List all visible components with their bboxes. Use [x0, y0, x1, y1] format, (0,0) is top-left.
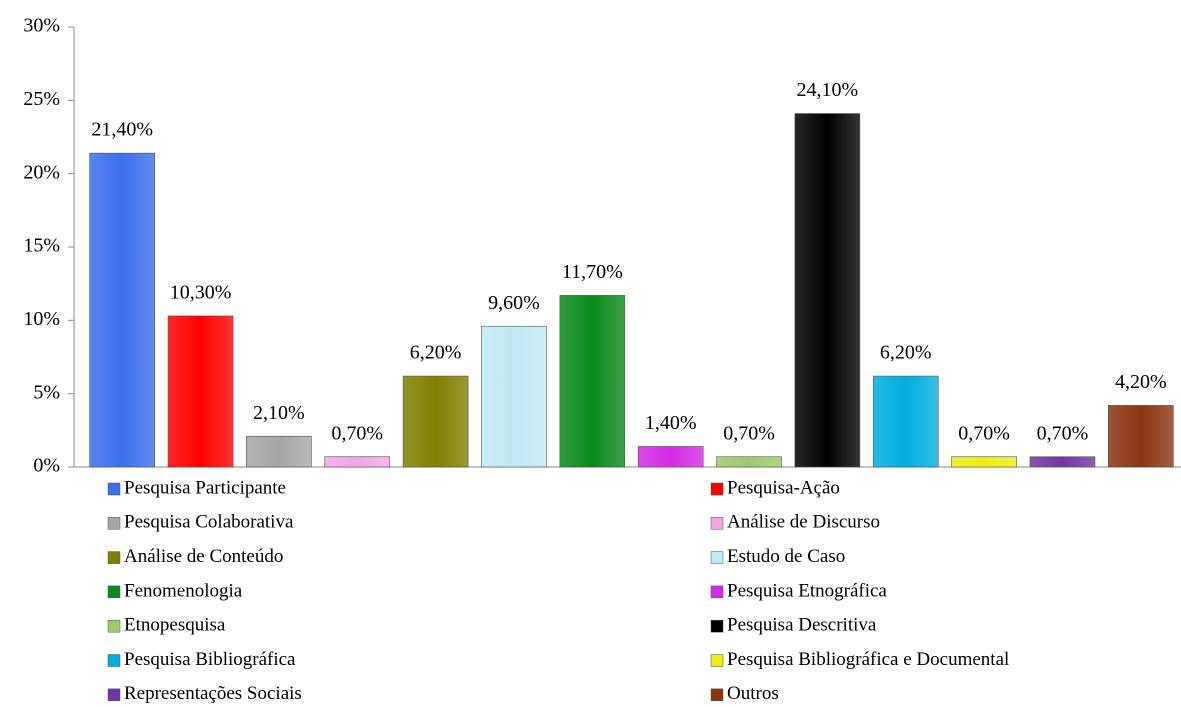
legend-swatch — [107, 517, 121, 530]
value-label: 24,10% — [797, 79, 859, 101]
legend-swatch — [710, 585, 724, 599]
value-label: 0,70% — [1037, 422, 1089, 444]
value-label: 0,70% — [723, 422, 775, 444]
bar — [89, 152, 155, 468]
legend-label: Pesquisa Etnográfica — [727, 580, 887, 601]
legend-swatch — [107, 688, 121, 702]
legend-swatch — [710, 482, 724, 496]
legend-swatch — [710, 688, 724, 702]
y-tick-label: 15% — [23, 235, 60, 257]
y-tick-label: 25% — [23, 88, 60, 110]
legend-swatch — [107, 482, 121, 496]
legend-swatch — [107, 585, 121, 599]
bar — [324, 456, 391, 468]
legend-swatch — [107, 619, 121, 633]
bar — [481, 325, 547, 468]
legend-swatch — [710, 551, 724, 564]
legend-label: Representações Sociais — [124, 683, 302, 704]
legend-label: Pesquisa Bibliográfica e Documental — [727, 649, 1009, 670]
value-label: 11,70% — [562, 261, 623, 283]
legend-label: Pesquisa-Ação — [727, 477, 840, 498]
legend-label: Fenomenologia — [124, 580, 243, 601]
legend-label: Pesquisa Bibliográfica — [124, 649, 296, 670]
y-tick-label: 0% — [33, 455, 60, 477]
value-label: 2,10% — [253, 402, 305, 424]
value-label: 1,40% — [645, 412, 697, 434]
value-label: 6,20% — [410, 342, 462, 364]
y-tick-label: 5% — [33, 381, 60, 403]
legend-label: Pesquisa Descritiva — [727, 615, 877, 636]
legend-swatch — [107, 654, 121, 667]
legend-swatch — [710, 654, 724, 667]
bar — [402, 375, 469, 468]
legend-swatch — [710, 619, 724, 633]
value-label: 4,20% — [1115, 371, 1167, 393]
value-label: 10,30% — [170, 282, 232, 304]
legend-swatch — [710, 517, 724, 530]
legend-label: Pesquisa Participante — [124, 477, 286, 498]
y-tick-label: 20% — [23, 161, 60, 183]
bar — [559, 295, 626, 468]
legend-label: Análise de Discurso — [727, 512, 880, 533]
value-label: 6,20% — [880, 342, 932, 364]
legend-label: Análise de Conteúdo — [124, 546, 283, 567]
legend-swatch — [107, 551, 121, 564]
legend-label: Outros — [727, 683, 779, 704]
bar — [872, 375, 939, 468]
value-label: 0,70% — [331, 422, 383, 444]
legend-label: Pesquisa Colaborativa — [124, 512, 294, 533]
bar — [637, 446, 704, 468]
y-tick-label: 30% — [23, 15, 60, 37]
bar — [167, 315, 234, 468]
bar — [716, 456, 782, 468]
bar — [1029, 456, 1096, 468]
bar — [1108, 405, 1174, 468]
value-label: 9,60% — [488, 292, 540, 314]
y-tick-label: 10% — [23, 308, 60, 330]
value-label: 21,40% — [91, 119, 153, 141]
bar — [794, 113, 861, 468]
bar — [246, 435, 312, 468]
bar — [951, 456, 1017, 468]
legend-label: Etnopesquisa — [124, 615, 226, 636]
value-label: 0,70% — [958, 422, 1010, 444]
legend-label: Estudo de Caso — [727, 546, 845, 567]
